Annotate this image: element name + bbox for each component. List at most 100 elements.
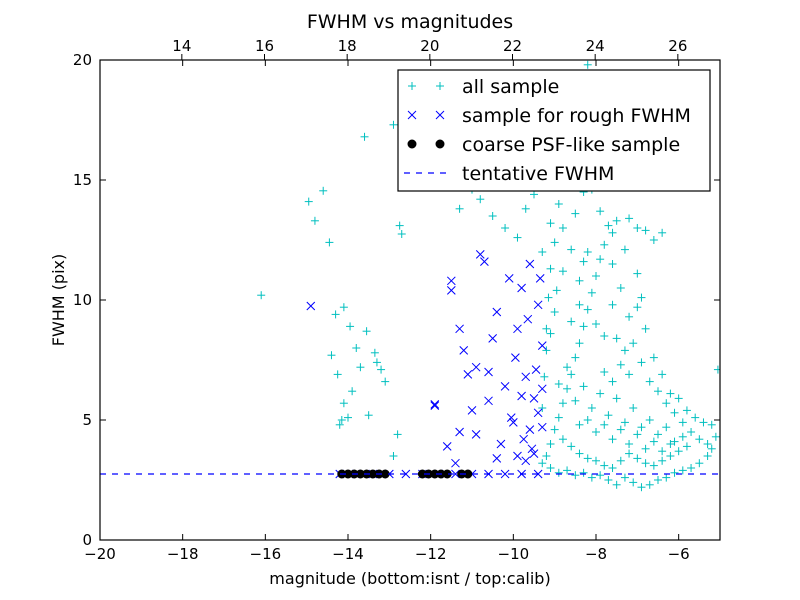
series-0-point-140 xyxy=(625,449,634,458)
top-x-axis: 14 16 18 20 22 24 26 xyxy=(172,37,687,60)
series-0-point-141 xyxy=(633,454,642,463)
series-0-point-84 xyxy=(596,471,605,480)
series-0-point-0 xyxy=(257,291,266,300)
series-0-point-136 xyxy=(592,456,600,465)
series-1-point-13 xyxy=(533,469,543,479)
series-1-point-58 xyxy=(484,396,493,406)
series-0-point-183 xyxy=(616,360,625,369)
series-0-point-55 xyxy=(641,226,650,235)
series-0-point-75 xyxy=(670,468,679,477)
series-0-point-67 xyxy=(707,420,716,429)
series-0-point-128 xyxy=(678,418,687,427)
x-axis-label: magnitude (bottom:isnt / top:calib) xyxy=(269,569,550,588)
series-2 xyxy=(337,469,473,479)
series-1-point-19 xyxy=(455,427,464,437)
series-0-point-65 xyxy=(691,413,700,422)
series-1-point-56 xyxy=(513,451,522,461)
series-0-point-16 xyxy=(360,132,369,141)
top-tick-label-5: 24 xyxy=(586,37,605,55)
series-0-point-125 xyxy=(654,387,662,396)
series-0-point-118 xyxy=(633,303,642,312)
left-y-axis: 0 5 10 15 20 xyxy=(73,51,720,549)
series-0-point-83 xyxy=(604,476,613,484)
series-0-point-73 xyxy=(687,464,696,472)
series-0-point-2 xyxy=(310,216,319,225)
series-0-point-156 xyxy=(620,418,629,427)
series-0-point-178 xyxy=(666,440,675,448)
series-0-point-81 xyxy=(620,473,629,482)
series-0-point-8 xyxy=(335,420,344,429)
series-0-point-181 xyxy=(600,368,609,376)
series-0-point-62 xyxy=(666,389,675,398)
series-1-point-43 xyxy=(529,394,539,403)
series-0-point-166 xyxy=(542,324,551,333)
legend-label-0: all sample xyxy=(462,76,559,98)
series-0-point-133 xyxy=(567,442,576,451)
plot-area xyxy=(100,60,720,492)
series-0-point-79 xyxy=(637,483,646,492)
series-0-point-127 xyxy=(670,408,679,417)
series-0-point-86 xyxy=(579,468,588,477)
series-0-point-170 xyxy=(600,420,609,429)
series-1-point-59 xyxy=(451,458,460,468)
series-0-point-120 xyxy=(612,334,621,343)
series-0-point-121 xyxy=(620,346,629,355)
series-0-point-77 xyxy=(654,476,662,484)
x-tick-label-5: −10 xyxy=(498,545,530,563)
series-0-point-167 xyxy=(544,293,553,302)
y-tick-label-4: 20 xyxy=(73,51,92,69)
series-0-point-101 xyxy=(579,322,588,331)
series-0-point-78 xyxy=(645,480,654,489)
series-0-point-165 xyxy=(540,372,549,381)
series-0-point-53 xyxy=(625,214,634,223)
series-0-point-102 xyxy=(583,305,592,314)
series-0-point-90 xyxy=(546,464,555,472)
series-0-point-171 xyxy=(608,435,617,444)
legend-marker-a-1 xyxy=(407,110,417,120)
series-1-point-40 xyxy=(523,314,533,324)
series-1-point-38 xyxy=(519,434,529,444)
y-tick-label-0: 0 xyxy=(82,531,92,549)
series-0-point-11 xyxy=(339,399,348,408)
series-0-point-159 xyxy=(645,416,654,424)
series-0-point-150 xyxy=(571,396,580,405)
series-1-point-16 xyxy=(442,442,452,451)
series-0-point-152 xyxy=(587,404,596,412)
series-0-point-9 xyxy=(339,303,348,312)
series-1-point-54 xyxy=(492,454,502,463)
series-0-point-24 xyxy=(397,230,406,238)
series-0-point-164 xyxy=(538,404,547,412)
series-1-point-44 xyxy=(531,365,541,374)
series-0-point-21 xyxy=(381,377,390,386)
series-0-point-12 xyxy=(344,413,352,422)
series-0-point-27 xyxy=(356,363,365,372)
top-tick-label-0: 14 xyxy=(172,37,191,55)
series-0-point-7 xyxy=(333,370,342,379)
series-1-point-23 xyxy=(467,406,477,415)
series-0-point-66 xyxy=(699,418,708,427)
y-tick-label-1: 5 xyxy=(82,411,92,429)
legend-entry-0: all sample xyxy=(408,76,559,98)
series-0-point-109 xyxy=(550,308,559,316)
series-0-point-28 xyxy=(370,348,379,357)
series-0-point-56 xyxy=(649,236,658,244)
chart-title: FWHM vs magnitudes xyxy=(307,11,513,33)
series-0-point-54 xyxy=(633,224,642,232)
y-tick-label-3: 15 xyxy=(73,171,92,189)
series-0-point-45 xyxy=(571,209,580,218)
series-0-point-119 xyxy=(637,293,646,302)
series-0-point-43 xyxy=(554,200,563,208)
series-1-point-42 xyxy=(527,444,537,454)
series-0-point-190 xyxy=(558,224,567,232)
series-0-point-38 xyxy=(513,233,522,242)
series-0-point-72 xyxy=(695,459,704,468)
series-1-point-14 xyxy=(430,401,440,410)
series-0-point-64 xyxy=(682,406,691,415)
series-0-point-142 xyxy=(641,459,650,468)
series-0-point-153 xyxy=(596,389,605,398)
series-0-point-145 xyxy=(666,452,675,460)
top-tick-label-2: 18 xyxy=(338,37,357,55)
series-0-point-37 xyxy=(501,224,510,232)
series-0-point-174 xyxy=(633,430,642,439)
legend-marker-b-0 xyxy=(436,82,444,90)
